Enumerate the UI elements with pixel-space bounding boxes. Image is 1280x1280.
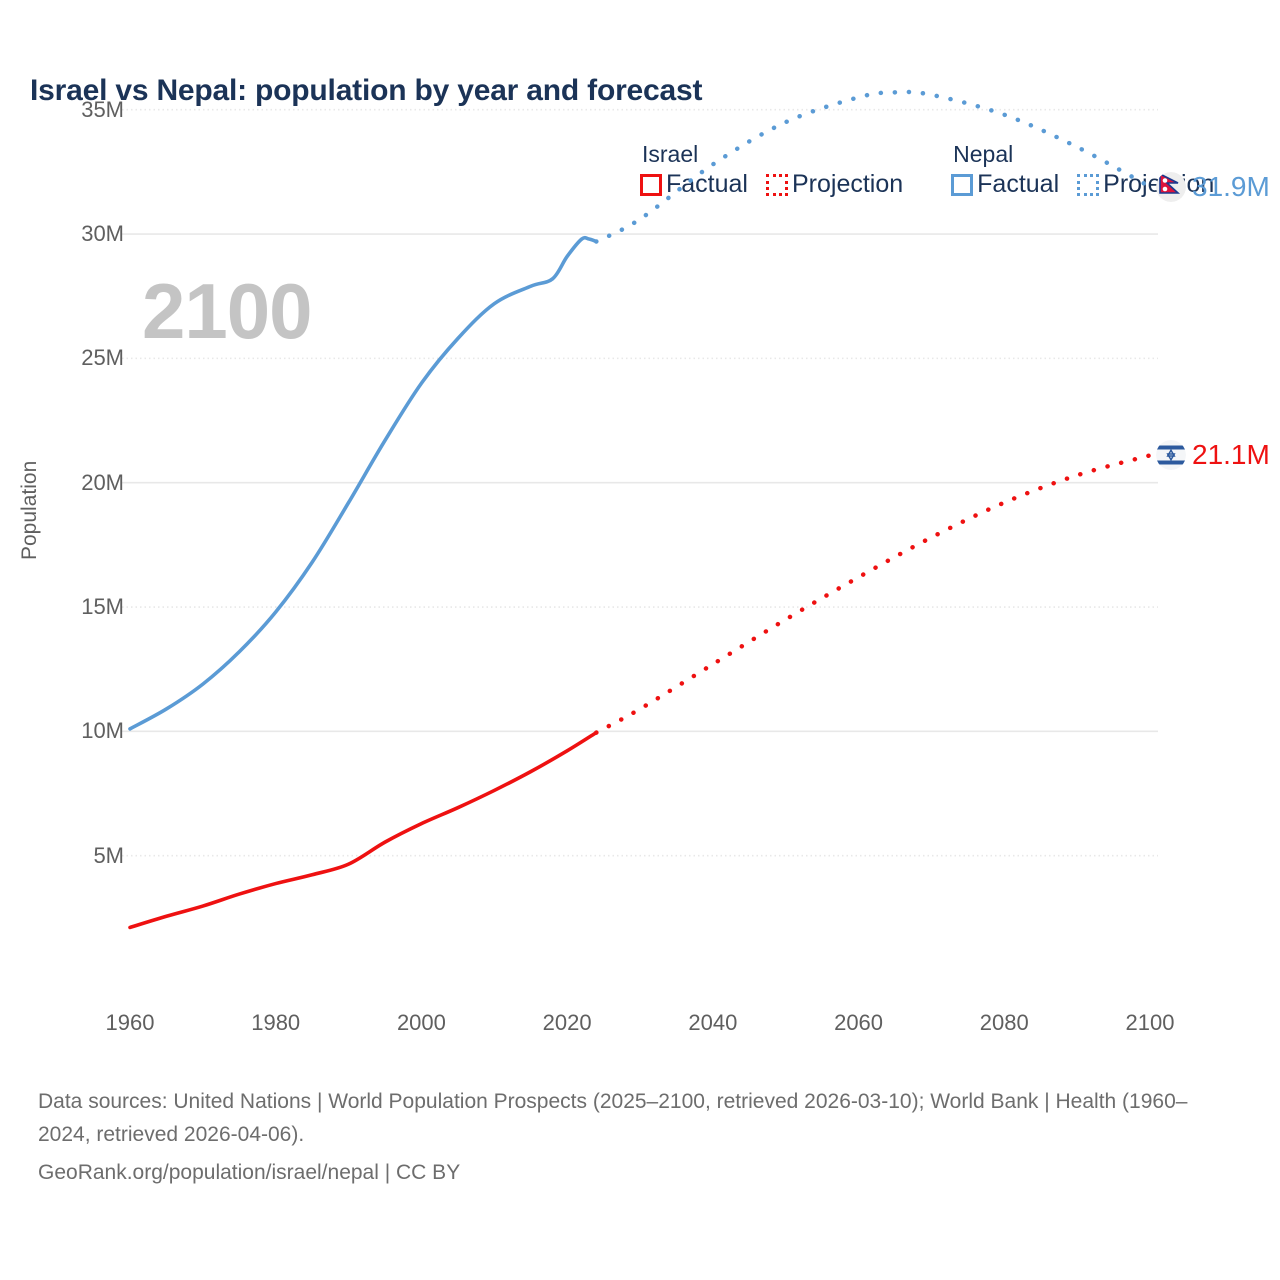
legend-item-israel-projection[interactable]: Projection — [765, 170, 904, 198]
legend-item-israel-factual[interactable]: Factual — [640, 172, 748, 197]
end-label-value-nepal: 31.9M — [1192, 170, 1270, 202]
footer: Data sources: United Nations | World Pop… — [38, 1086, 1238, 1190]
legend-swatch-nepal-projection — [1077, 173, 1100, 196]
x-tick-label: 2040 — [688, 1010, 738, 1035]
x-tick-label: 2100 — [1125, 1010, 1175, 1035]
chart-plot-area: 2100 5M 10M 15M 20M 25M 30M 35M 1960 1980 2000 20… — [18, 0, 1270, 1060]
year-watermark: 2100 — [142, 267, 313, 355]
series-paths — [128, 89, 1153, 930]
footer-sources: Data sources: United Nations | World Pop… — [38, 1090, 1188, 1146]
y-tick-label: 15M — [81, 594, 124, 620]
chart-canvas — [122, 89, 1158, 930]
legend-swatch-israel-factual — [640, 173, 662, 196]
y-tick-label: 10M — [81, 718, 124, 744]
legend-group-israel: Israel Factual Projection — [640, 143, 903, 197]
end-label-value-israel: 21.1M — [1192, 439, 1270, 471]
x-tick-label: 1960 — [105, 1010, 155, 1035]
x-tick-label: 2000 — [396, 1010, 446, 1035]
legend-group-title-israel: Israel — [642, 141, 699, 167]
x-tick-label: 2080 — [979, 1010, 1029, 1035]
legend-label-israel-projection: Projection — [791, 170, 904, 198]
series-line-israel-factual — [128, 730, 599, 930]
x-tick-label: 2060 — [834, 1010, 884, 1035]
y-tick-label: 5M — [93, 842, 124, 868]
series-line-nepal-factual — [128, 235, 599, 731]
page-title: Israel vs Nepal: population by year and … — [30, 74, 703, 107]
end-label-israel: 21.1M — [1156, 439, 1270, 471]
footer-url: GeoRank.org/population/israel/nepal | CC… — [38, 1161, 461, 1185]
y-axis-ticks: 5M 10M 15M 20M 25M 30M 35M — [58, 0, 124, 1060]
gridlines — [122, 108, 1158, 857]
legend-entries-israel: Factual Projection — [640, 172, 903, 197]
legend-label-israel-factual: Factual — [666, 170, 748, 198]
legend-label-nepal-factual: Factual — [977, 170, 1060, 198]
legend-swatch-nepal-factual — [951, 173, 974, 196]
x-tick-label: 2020 — [542, 1010, 592, 1035]
series-line-nepal-projection — [594, 89, 1153, 244]
end-label-nepal: 31.9M — [1156, 170, 1270, 202]
legend-swatch-israel-projection — [765, 173, 788, 196]
y-tick-label: 25M — [81, 345, 124, 371]
x-tick-label: 1980 — [251, 1010, 301, 1035]
nepal-flag-icon — [1156, 171, 1186, 202]
legend-group-title-nepal: Nepal — [953, 141, 1014, 167]
legend-item-nepal-factual[interactable]: Factual — [951, 172, 1059, 197]
series-line-israel-projection — [594, 453, 1153, 735]
y-tick-label: 35M — [81, 96, 124, 122]
y-axis-title: Population — [18, 460, 41, 560]
israel-flag-icon — [1156, 440, 1186, 471]
y-tick-label: 20M — [81, 469, 124, 495]
y-tick-label: 30M — [81, 221, 124, 247]
